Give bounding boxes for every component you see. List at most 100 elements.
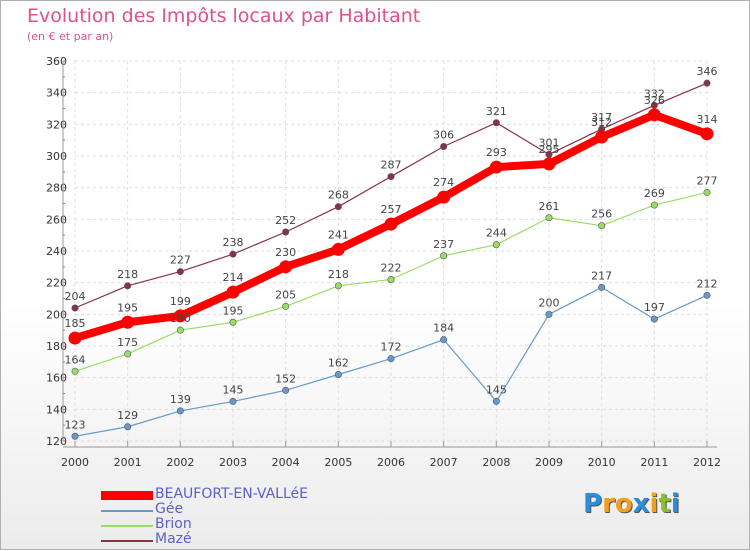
series-0-point xyxy=(700,127,714,141)
legend-item: Mazé xyxy=(101,531,361,548)
x-tick-label: 2004 xyxy=(272,456,300,469)
series-0-value-label: 274 xyxy=(433,176,454,189)
series-2-value-label: 164 xyxy=(65,353,86,366)
x-tick-label: 2012 xyxy=(693,456,721,469)
legend-swatch xyxy=(101,510,153,512)
legend-swatch xyxy=(101,491,153,500)
series-2-point xyxy=(492,241,500,249)
series-3-point xyxy=(334,203,342,211)
legend-label: Brion xyxy=(155,516,192,532)
series-1-point xyxy=(703,291,711,299)
y-tick-label: 180 xyxy=(46,340,67,353)
y-tick-label: 200 xyxy=(46,308,67,321)
series-2-point xyxy=(440,252,448,260)
series-0-point xyxy=(542,157,556,171)
y-tick-label: 220 xyxy=(46,277,67,290)
series-0-point xyxy=(121,315,135,329)
series-3-value-label: 227 xyxy=(170,254,191,267)
series-3-value-label: 321 xyxy=(486,105,507,118)
series-3-point xyxy=(176,268,184,276)
series-0-point xyxy=(489,160,503,174)
series-2-point xyxy=(545,214,553,222)
x-tick-label: 2001 xyxy=(114,456,142,469)
series-2-point xyxy=(703,188,711,196)
series-1-value-label: 129 xyxy=(117,409,138,422)
series-1-point xyxy=(334,370,342,378)
series-0-value-label: 295 xyxy=(539,143,560,156)
series-0-point xyxy=(647,108,661,122)
series-3-point xyxy=(229,250,237,258)
series-3-value-label: 306 xyxy=(433,129,454,142)
series-1-value-label: 145 xyxy=(223,383,244,396)
series-3-value-label: 252 xyxy=(275,214,296,227)
series-2-value-label: 222 xyxy=(381,262,402,275)
y-tick-label: 320 xyxy=(46,118,67,131)
series-3-point xyxy=(440,143,448,151)
legend-label: BEAUFORT-EN-VALLéE xyxy=(155,486,308,502)
y-tick-label: 360 xyxy=(46,55,67,68)
series-1-point xyxy=(71,432,79,440)
series-3-value-label: 238 xyxy=(223,236,244,249)
series-1-value-label: 184 xyxy=(433,322,454,335)
series-3-point xyxy=(703,79,711,87)
x-tick-label: 2000 xyxy=(61,456,89,469)
series-1-point xyxy=(176,407,184,415)
series-2-value-label: 256 xyxy=(591,208,612,221)
series-3-point xyxy=(71,304,79,312)
series-1-point xyxy=(282,386,290,394)
series-1-value-label: 145 xyxy=(486,383,507,396)
series-3-point xyxy=(492,119,500,127)
x-tick-label: 2007 xyxy=(430,456,458,469)
series-1-point xyxy=(598,283,606,291)
series-1-value-label: 162 xyxy=(328,357,349,370)
y-tick-label: 140 xyxy=(46,403,67,416)
series-2-value-label: 244 xyxy=(486,227,507,240)
series-0-point xyxy=(68,331,82,345)
series-3-value-label: 204 xyxy=(65,290,86,303)
series-0-point xyxy=(279,260,293,274)
series-lines xyxy=(68,79,714,440)
legend-swatch xyxy=(101,525,153,527)
series-2-point xyxy=(650,201,658,209)
series-3-value-label: 301 xyxy=(539,136,560,149)
y-tick-label: 280 xyxy=(46,182,67,195)
series-3-value-label: 317 xyxy=(591,111,612,124)
series-1-value-label: 123 xyxy=(65,418,86,431)
series-0-value-label: 257 xyxy=(381,203,402,216)
series-1-point xyxy=(440,336,448,344)
series-1-point xyxy=(229,397,237,405)
series-2-value-label: 277 xyxy=(697,174,718,187)
y-tick-label: 260 xyxy=(46,213,67,226)
series-1-point xyxy=(387,355,395,363)
y-tick-label: 240 xyxy=(46,245,67,258)
series-0-value-label: 312 xyxy=(591,116,612,129)
x-tick-label: 2005 xyxy=(324,456,352,469)
y-tick-label: 300 xyxy=(46,150,67,163)
series-3-value-label: 218 xyxy=(117,268,138,281)
legend-swatch xyxy=(101,540,153,542)
axes: 120 140 160 180 200 220 240 260 280 300 320 340 360 2… xyxy=(46,55,721,469)
x-tick-label: 2006 xyxy=(377,456,405,469)
chart-subtitle: (en € et par an) xyxy=(27,30,114,43)
logo-letter: i xyxy=(649,489,659,519)
series-0-value-label: 185 xyxy=(65,317,86,330)
logo-letter: o xyxy=(614,489,633,519)
series-2-value-label: 237 xyxy=(433,238,454,251)
series-1-value-label: 139 xyxy=(170,393,191,406)
series-2-value-label: 175 xyxy=(117,336,138,349)
series-3-point xyxy=(124,282,132,290)
y-tick-label: 340 xyxy=(46,87,67,100)
data-labels: 123 129 139 145 152 162 172 184 145 200 217 197 212 1… xyxy=(65,65,718,431)
series-2-point xyxy=(71,367,79,375)
series-0-point xyxy=(226,285,240,299)
series-0-value-label: 241 xyxy=(328,228,349,241)
series-1-point xyxy=(492,397,500,405)
chart-title: Evolution des Impôts locaux par Habitant xyxy=(27,5,421,27)
series-1-value-label: 172 xyxy=(381,341,402,354)
series-2-value-label: 205 xyxy=(275,288,296,301)
x-tick-label: 2002 xyxy=(166,456,194,469)
series-1-value-label: 212 xyxy=(697,277,718,290)
series-0-value-label: 326 xyxy=(644,94,665,107)
